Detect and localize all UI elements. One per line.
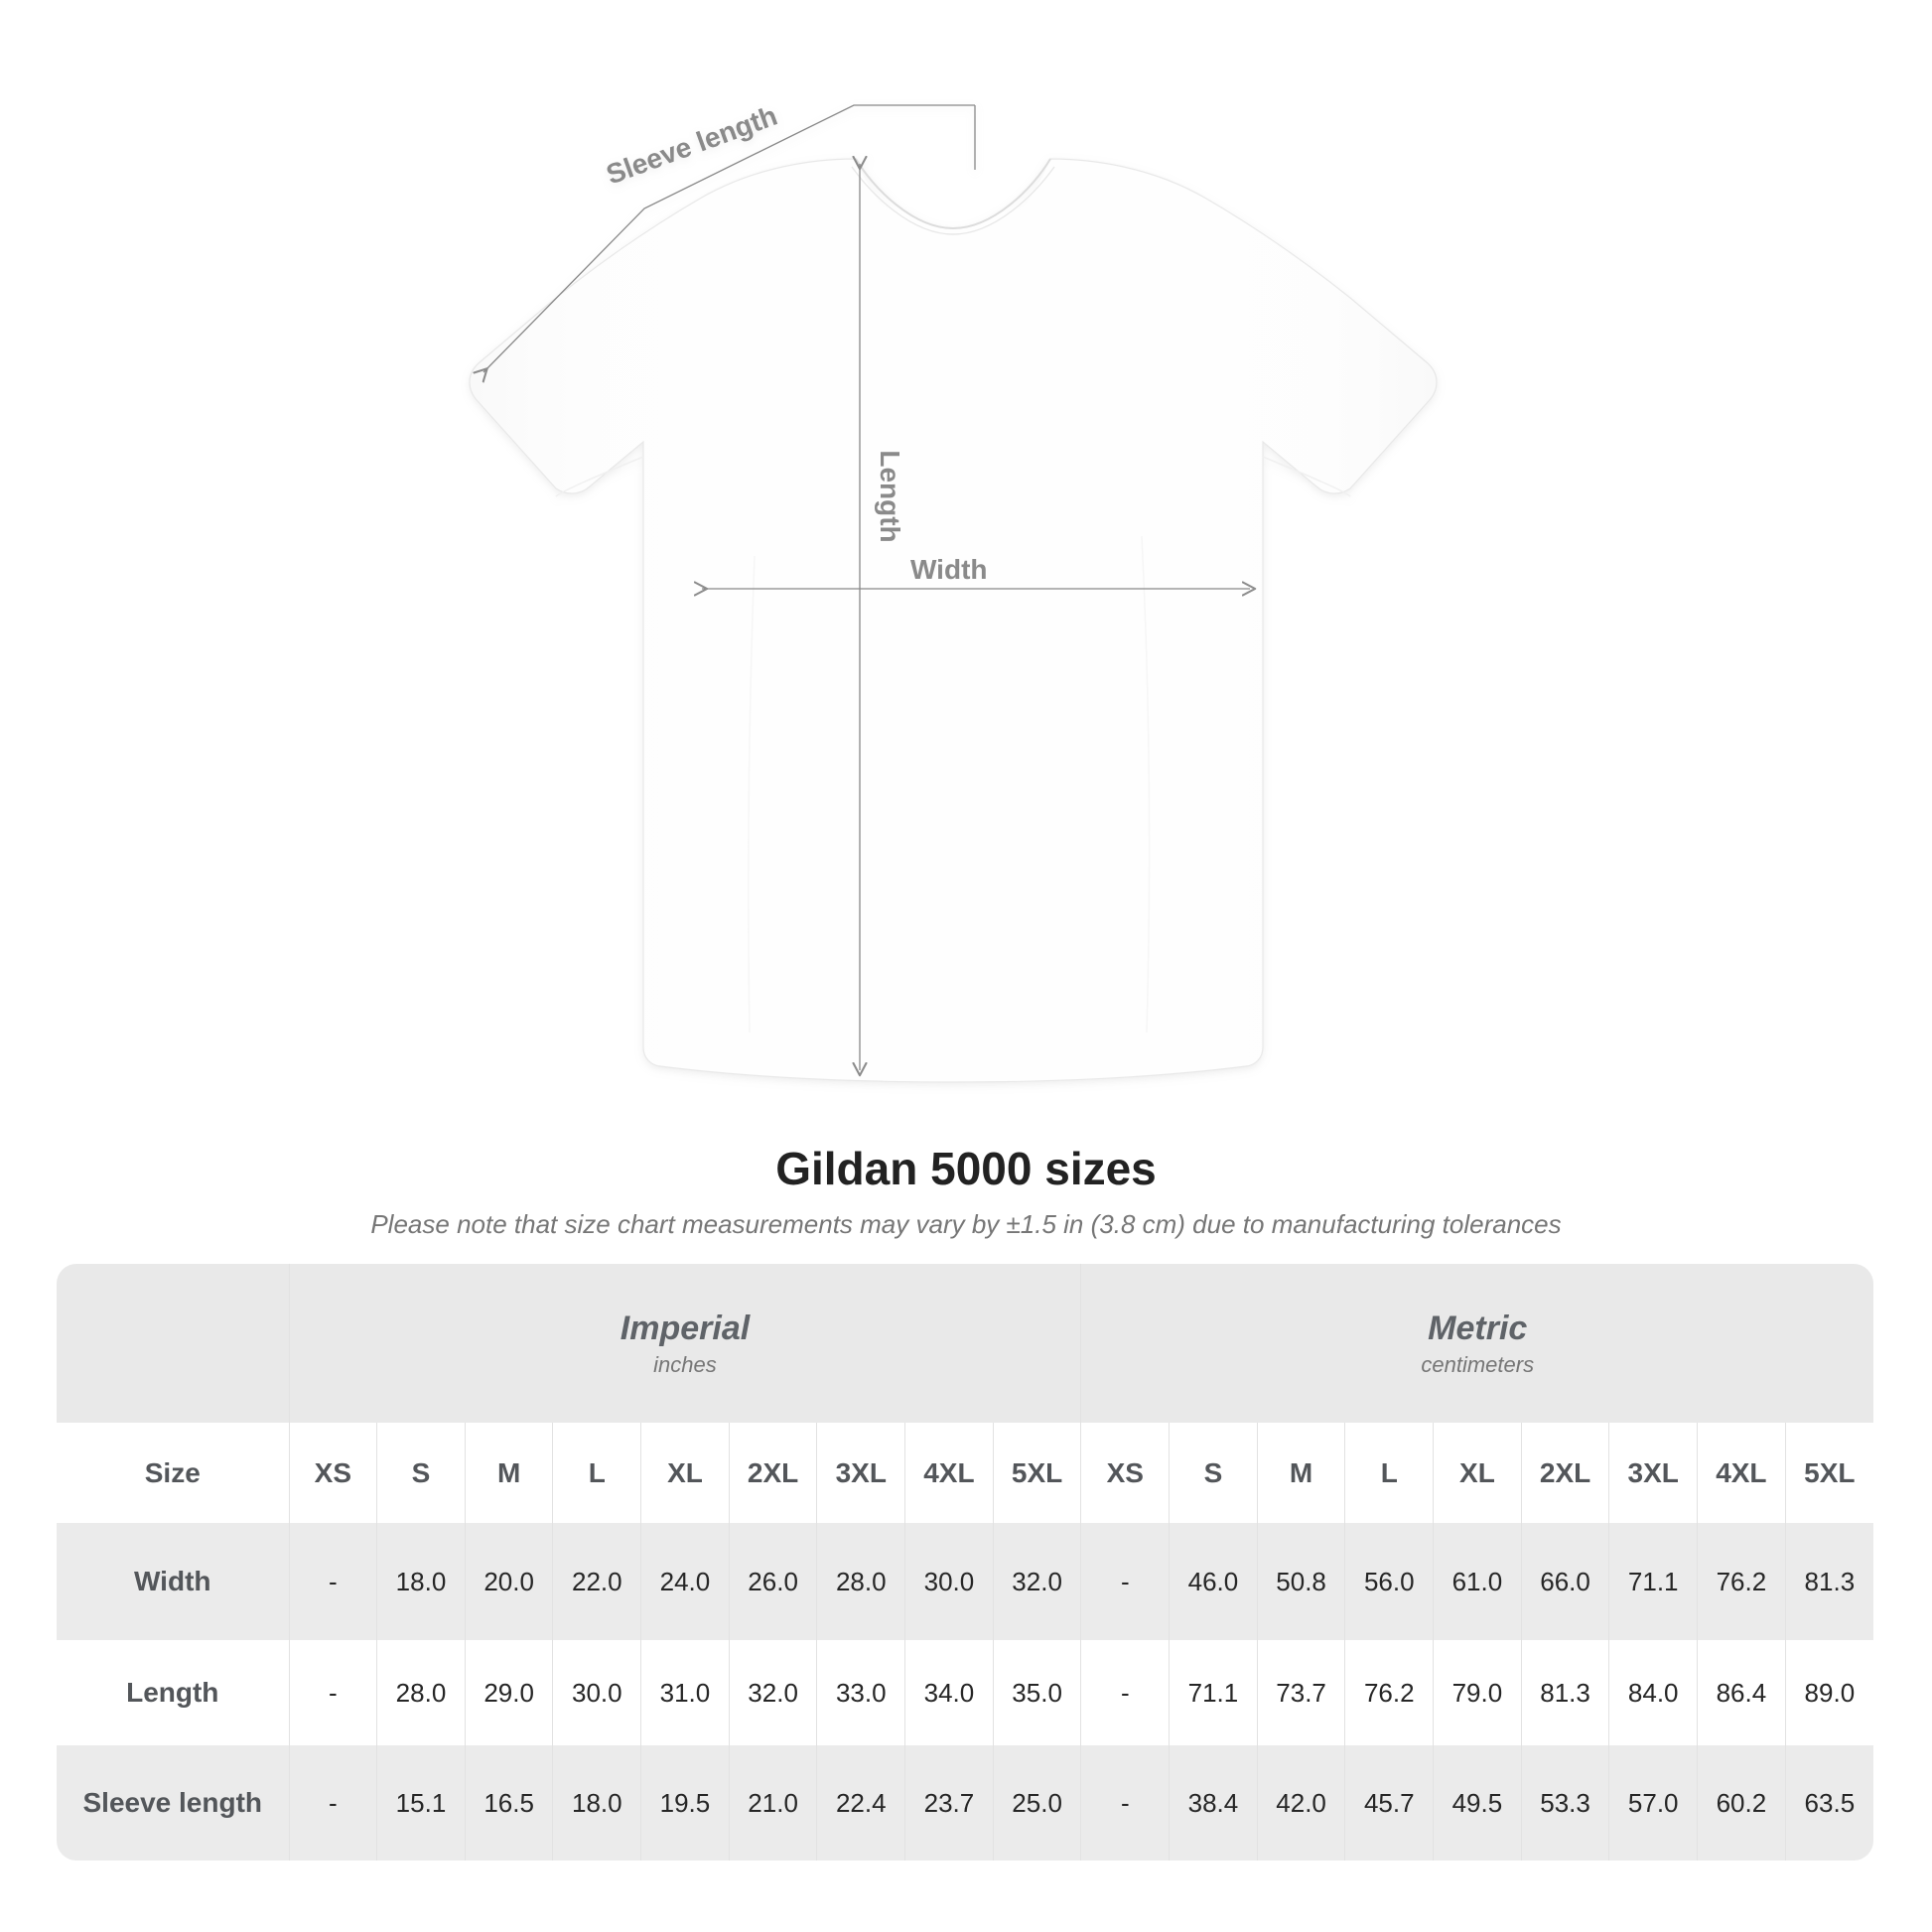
svg-text:Width: Width (910, 554, 988, 585)
svg-text:Length: Length (875, 450, 905, 542)
